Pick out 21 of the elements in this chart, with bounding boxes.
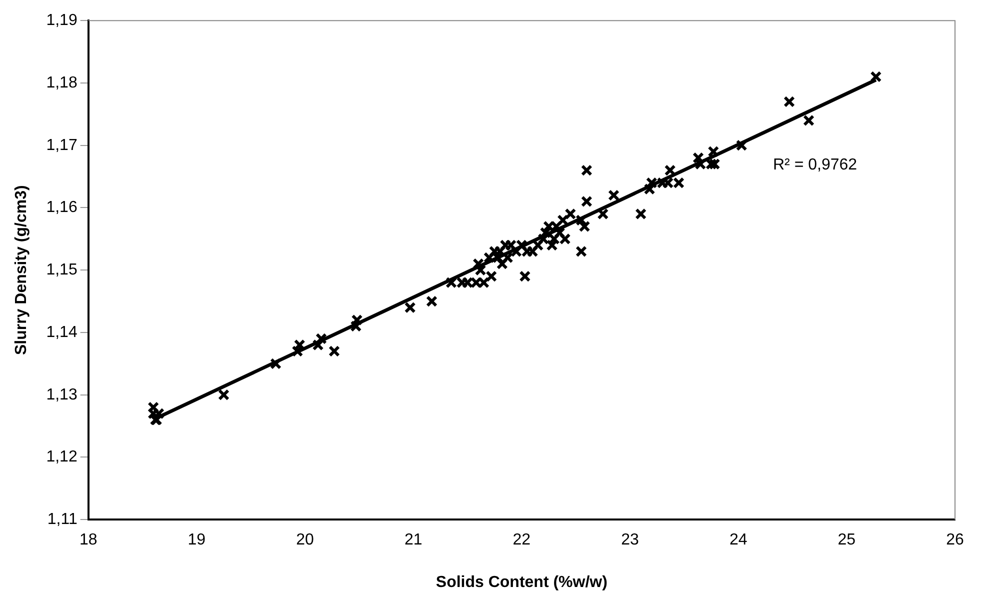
x-tick-label: 19 [188, 532, 206, 549]
y-tick-label: 1,11 [47, 511, 78, 528]
x-tick-label: 21 [404, 532, 422, 549]
y-tick-label: 1,14 [46, 324, 78, 341]
y-tick-label: 1,13 [46, 386, 78, 404]
x-tick-label: 18 [79, 532, 98, 549]
x-tick-label: 20 [296, 532, 314, 549]
y-tick-label: 1,18 [46, 74, 78, 92]
x-tick-label: 23 [621, 532, 640, 549]
y-tick-label: 1,16 [46, 199, 78, 216]
annotation: R² = 0,9762 [773, 156, 858, 174]
y-tick-label: 1,19 [46, 12, 78, 30]
x-axis-title: Solids Content (%w/w) [436, 574, 608, 591]
x-tick-label: 25 [838, 532, 856, 549]
x-tick-label: 22 [512, 532, 531, 549]
y-axis-title: Slurry Density (g/cm3) [13, 185, 30, 356]
y-tick-label: 1,17 [46, 136, 78, 154]
x-tick-label: 26 [946, 532, 964, 549]
y-tick-label: 1,15 [46, 262, 78, 279]
y-tick-label: 1,12 [46, 448, 78, 466]
x-tick-label: 24 [729, 532, 748, 549]
